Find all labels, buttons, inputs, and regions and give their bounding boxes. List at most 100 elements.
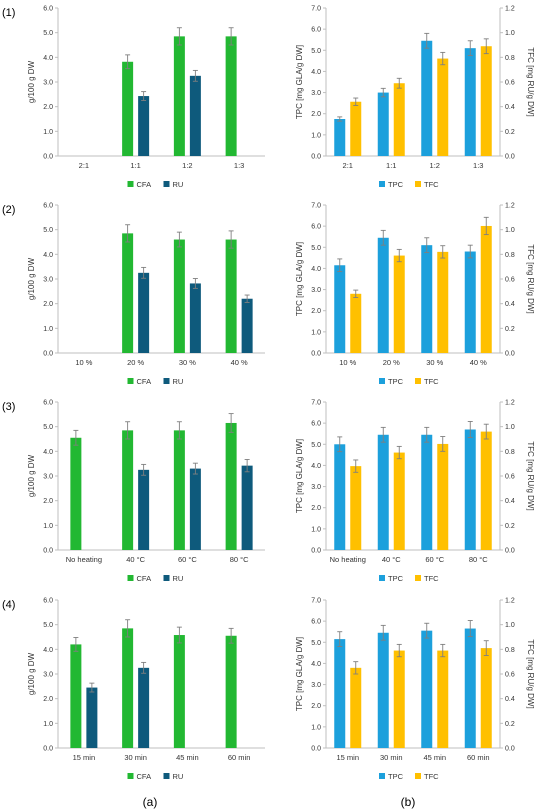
y-tick-label: 1.0 — [43, 129, 53, 136]
bar-tfc — [480, 46, 492, 156]
bar-ru — [86, 687, 98, 748]
y-tick-label: 2.0 — [311, 703, 321, 710]
bar-tpc — [334, 119, 346, 156]
y-right-tick-label: 0.6 — [505, 277, 515, 284]
bar-ru — [138, 96, 150, 156]
y-tick-label: 6.0 — [43, 598, 53, 605]
bar-ru — [138, 667, 150, 748]
bar-tfc — [393, 650, 405, 748]
legend-label: RU — [173, 180, 184, 189]
y-tick-label: 1.0 — [311, 329, 321, 336]
x-tick-label: No heating — [330, 555, 366, 564]
chart-panel-2b: 0.0 1.0 2.0 3.0 4.0 5.0 6.0 7.0 0.0 0.2 0.4 0.6 0.8 1… — [295, 203, 535, 387]
y-tick-label: 6.0 — [311, 421, 321, 428]
y-tick-label: 5.0 — [43, 30, 53, 37]
bar-tfc — [437, 650, 449, 748]
y-tick-label: 6.0 — [311, 224, 321, 231]
bar-tfc — [393, 83, 405, 156]
bar-tpc — [464, 251, 476, 353]
y-axis-right-title: TFC [mg RU/g DW] — [526, 244, 535, 313]
y-tick-label: 2.0 — [311, 505, 321, 512]
legend-label: TFC — [424, 377, 439, 386]
legend-swatch-tpc — [379, 181, 385, 187]
bar-tpc — [334, 444, 346, 550]
y-tick-label: 0.0 — [43, 154, 53, 161]
legend-swatch-ru — [163, 181, 170, 187]
y-right-tick-label: 0.0 — [505, 154, 515, 161]
x-tick-label: 1:1 — [386, 161, 396, 170]
bar-tfc — [480, 225, 492, 353]
y-tick-label: 6.0 — [311, 619, 321, 626]
legend-label: CFA — [137, 180, 152, 189]
y-tick-label: 0.0 — [311, 351, 321, 358]
legend-swatch-cfa — [127, 181, 134, 187]
bar-ru — [138, 469, 150, 550]
y-right-tick-label: 0.8 — [505, 55, 515, 62]
y-tick-label: 5.0 — [311, 245, 321, 252]
y-axis-right-title: TFC [mg RU/g DW] — [526, 47, 535, 116]
bar-tpc — [421, 434, 433, 550]
x-tick-label: 80 °C — [469, 555, 488, 564]
y-tick-label: 6.0 — [43, 400, 53, 407]
y-tick-label: 6.0 — [43, 6, 53, 13]
x-tick-label: 2:1 — [343, 161, 353, 170]
y-tick-label: 0.0 — [311, 154, 321, 161]
y-tick-label: 1.0 — [43, 523, 53, 530]
legend-swatch-ru — [163, 378, 170, 384]
x-tick-label: 60 min — [228, 753, 251, 762]
x-tick-label: 30 min — [124, 753, 147, 762]
row-label: (3) — [2, 401, 15, 413]
legend-label: CFA — [137, 574, 152, 583]
y-tick-label: 4.0 — [43, 449, 53, 456]
legend-label: TFC — [424, 574, 439, 583]
y-tick-label: 7.0 — [311, 598, 321, 605]
bar-tpc — [377, 92, 389, 156]
y-tick-label: 3.0 — [311, 682, 321, 689]
y-axis-title: TPC [mg GLA/g DW] — [295, 45, 304, 119]
legend-swatch-tpc — [379, 773, 385, 779]
chart-panel-4b: 0.0 1.0 2.0 3.0 4.0 5.0 6.0 7.0 0.0 0.2 0.4 0.6 0.8 1… — [295, 598, 535, 782]
y-right-tick-label: 1.2 — [505, 203, 515, 210]
bar-cfa — [122, 430, 134, 550]
y-right-tick-label: 0.4 — [505, 301, 515, 308]
bar-cfa — [173, 635, 185, 748]
y-right-tick-label: 1.0 — [505, 622, 515, 629]
y-right-tick-label: 0.6 — [505, 474, 515, 481]
y-tick-label: 5.0 — [43, 424, 53, 431]
y-axis-title: TPC [mg GLA/g DW] — [295, 242, 304, 316]
y-right-tick-label: 1.2 — [505, 598, 515, 605]
y-right-tick-label: 0.0 — [505, 746, 515, 753]
y-tick-label: 1.0 — [311, 526, 321, 533]
y-tick-label: 1.0 — [43, 721, 53, 728]
y-tick-label: 3.0 — [43, 474, 53, 481]
x-tick-label: 20 % — [383, 358, 400, 367]
legend-swatch-tfc — [415, 181, 421, 187]
x-tick-label: 80 °C — [230, 555, 249, 564]
y-axis-title: TPC [mg GLA/g DW] — [295, 637, 304, 711]
bar-tfc — [437, 443, 449, 550]
x-tick-label: 15 min — [73, 753, 96, 762]
y-tick-label: 0.0 — [43, 548, 53, 555]
y-right-tick-label: 0.2 — [505, 721, 515, 728]
bar-cfa — [70, 644, 82, 748]
y-tick-label: 4.0 — [43, 55, 53, 62]
bar-ru — [241, 298, 253, 353]
y-tick-label: 3.0 — [43, 672, 53, 679]
x-tick-label: 15 min — [336, 753, 359, 762]
x-tick-label: No heating — [66, 555, 102, 564]
bar-ru — [241, 465, 253, 550]
y-right-tick-label: 0.8 — [505, 647, 515, 654]
legend-swatch-tpc — [379, 575, 385, 581]
y-tick-label: 0.0 — [43, 746, 53, 753]
y-tick-label: 2.0 — [43, 498, 53, 505]
y-tick-label: 2.0 — [43, 104, 53, 111]
bar-cfa — [70, 437, 82, 550]
legend-label: CFA — [137, 772, 152, 781]
y-tick-label: 5.0 — [311, 442, 321, 449]
column-label: (b) — [401, 795, 416, 809]
legend-swatch-cfa — [127, 378, 134, 384]
y-right-tick-label: 0.2 — [505, 326, 515, 333]
bar-tfc — [437, 58, 449, 156]
legend-label: TPC — [388, 377, 404, 386]
bar-cfa — [173, 239, 185, 353]
